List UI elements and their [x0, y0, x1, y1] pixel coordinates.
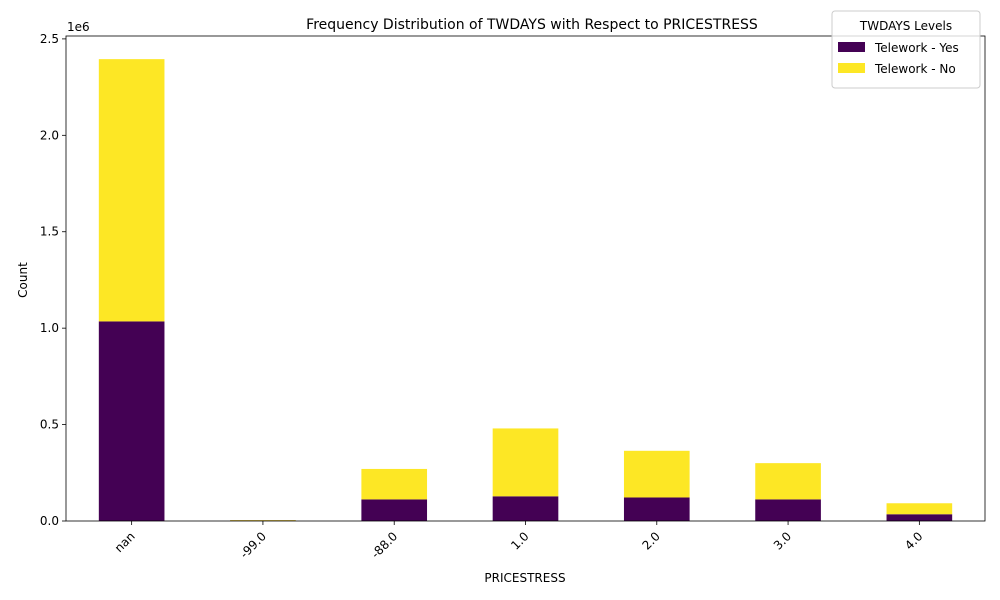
bar-telework-yes-5	[755, 499, 821, 521]
x-tick-label: 4.0	[902, 529, 925, 552]
bar-telework-no-3	[492, 428, 559, 497]
x-axis: nan -99.0 -88.0 1.0 2.0 3.0 4.0	[112, 521, 925, 561]
bar-telework-no-6	[886, 503, 953, 515]
y-tick-label: 1.5	[40, 225, 59, 239]
x-tick-label: nan	[112, 529, 138, 555]
bar-telework-no-2	[361, 468, 428, 500]
legend: TWDAYS Levels Telework - Yes Telework - No	[831, 10, 981, 89]
y-axis: 0.0 0.5 1.0 1.5 2.0 2.5	[40, 32, 66, 528]
y-axis-label: Count	[16, 262, 30, 298]
bar-telework-yes-4	[623, 497, 690, 521]
legend-title: TWDAYS Levels	[859, 19, 952, 33]
y-tick-label: 0.0	[40, 514, 59, 528]
y-tick-label: 2.0	[40, 128, 59, 142]
y-tick-label: 0.5	[40, 418, 59, 432]
y-tick-label: 2.5	[40, 32, 59, 46]
x-tick-label: 2.0	[640, 529, 663, 552]
bar-telework-no-4	[623, 450, 690, 498]
x-axis-label: PRICESTRESS	[484, 571, 565, 585]
bar-telework-yes-3	[492, 496, 559, 521]
chart-title: Frequency Distribution of TWDAYS with Re…	[306, 17, 758, 33]
x-tick-label: 3.0	[771, 529, 794, 552]
y-offset-text: 1e6	[67, 20, 90, 34]
bar-telework-no-5	[755, 463, 821, 500]
legend-label-telework-yes: Telework - Yes	[874, 41, 959, 55]
legend-label-telework-no: Telework - No	[874, 62, 956, 76]
x-tick-label: -88.0	[368, 529, 400, 561]
legend-swatch-telework-no	[838, 63, 865, 73]
y-tick-label: 1.0	[40, 321, 59, 335]
x-tick-label: -99.0	[237, 529, 269, 561]
bar-telework-yes-6	[886, 514, 953, 521]
bars	[98, 59, 953, 521]
bar-telework-no-0	[98, 59, 165, 322]
x-tick-label: 1.0	[508, 529, 531, 552]
bar-telework-yes-2	[361, 499, 428, 521]
legend-swatch-telework-yes	[838, 42, 865, 52]
legend-box	[831, 10, 981, 89]
bar-telework-yes-0	[98, 321, 165, 521]
